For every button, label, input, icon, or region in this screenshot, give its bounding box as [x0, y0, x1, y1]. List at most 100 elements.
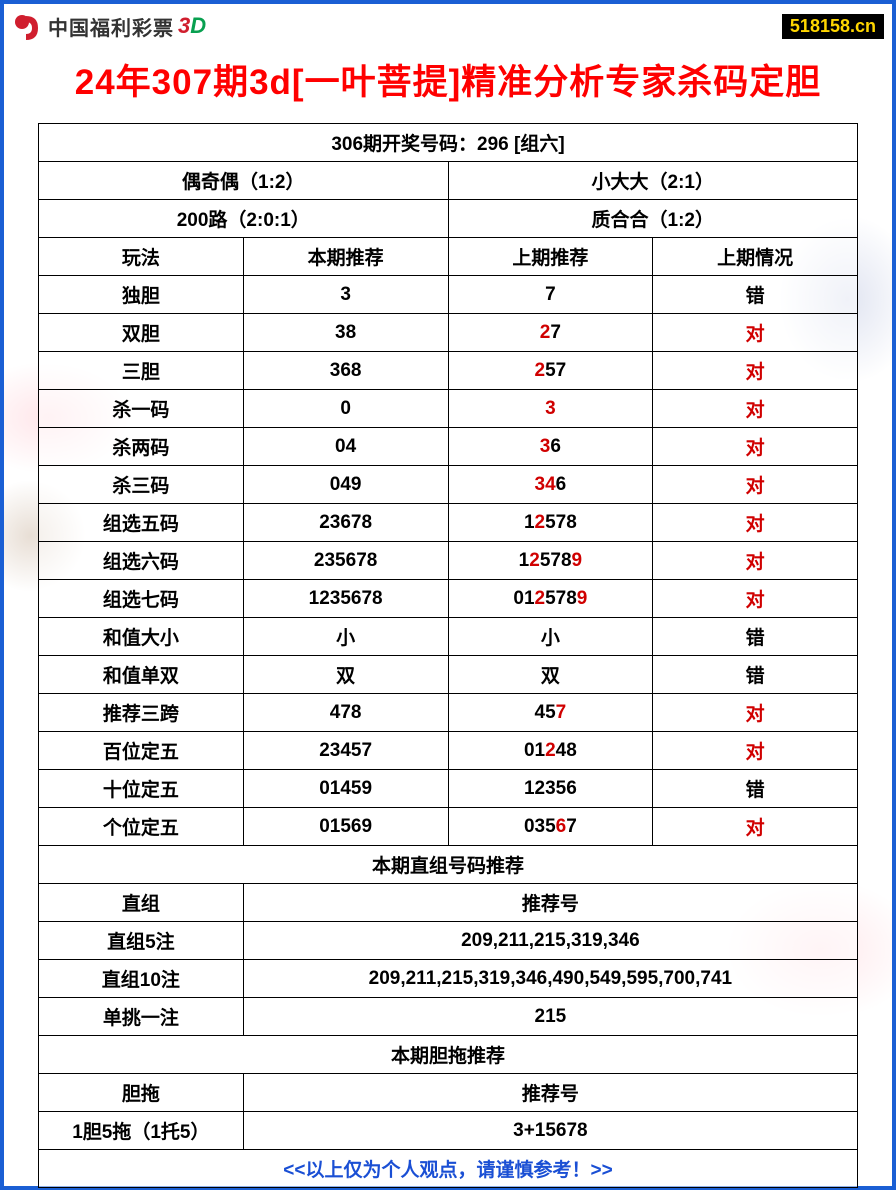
page-title: 24年307期3d[一叶菩提]精准分析专家杀码定胆: [4, 44, 892, 123]
footer-note: <<以上仅为个人观点，请谨慎参考！>>: [39, 1150, 858, 1188]
prev-result: 对: [653, 808, 858, 846]
summary-route: 200路（2:0:1）: [39, 200, 449, 238]
play-name: 推荐三跨: [39, 694, 244, 732]
current-pick: 01459: [243, 770, 448, 808]
table-row: 十位定五0145912356错: [39, 770, 858, 808]
prev-result: 对: [653, 504, 858, 542]
table-row: 三胆368257对: [39, 352, 858, 390]
prev-pick: 7: [448, 276, 653, 314]
play-name: 十位定五: [39, 770, 244, 808]
dantuo-name: 1胆5拖（1托5）: [39, 1112, 244, 1150]
table-row: 百位定五2345701248对: [39, 732, 858, 770]
lottery-logo-icon: [12, 10, 44, 42]
play-name: 双胆: [39, 314, 244, 352]
section3-col1: 胆拖: [39, 1074, 244, 1112]
play-name: 三胆: [39, 352, 244, 390]
table-row: 直组5注209,211,215,319,346: [39, 922, 858, 960]
prev-result: 对: [653, 352, 858, 390]
prev-result: 错: [653, 770, 858, 808]
draw-result-header: 306期开奖号码：296 [组六]: [39, 124, 858, 162]
prev-pick: 03567: [448, 808, 653, 846]
logo-group: 中国福利彩票 3D: [12, 10, 206, 42]
table-row: 直组10注209,211,215,319,346,490,549,595,700…: [39, 960, 858, 998]
summary-prime: 质合合（1:2）: [448, 200, 858, 238]
table-row: 1胆5拖（1托5）3+15678: [39, 1112, 858, 1150]
brand-3d-icon: 3D: [178, 13, 206, 39]
table-row: 单挑一注215: [39, 998, 858, 1036]
prev-pick: 双: [448, 656, 653, 694]
section3-col2: 推荐号: [243, 1074, 857, 1112]
col-header-play: 玩法: [39, 238, 244, 276]
prev-pick: 257: [448, 352, 653, 390]
section2-col1: 直组: [39, 884, 244, 922]
prev-result: 错: [653, 618, 858, 656]
prev-result: 对: [653, 390, 858, 428]
table-row: 推荐三跨478457对: [39, 694, 858, 732]
prev-result: 对: [653, 580, 858, 618]
analysis-table: 306期开奖号码：296 [组六] 偶奇偶（1:2） 小大大（2:1） 200路…: [38, 123, 858, 1188]
play-name: 个位定五: [39, 808, 244, 846]
play-name: 组选七码: [39, 580, 244, 618]
prev-pick: 12356: [448, 770, 653, 808]
combo-value: 209,211,215,319,346,490,549,595,700,741: [243, 960, 857, 998]
prev-result: 对: [653, 314, 858, 352]
prev-pick: 01248: [448, 732, 653, 770]
current-pick: 0: [243, 390, 448, 428]
site-badge: 518158.cn: [782, 14, 884, 39]
prev-pick: 3: [448, 390, 653, 428]
prev-result: 对: [653, 542, 858, 580]
current-pick: 01569: [243, 808, 448, 846]
prev-result: 对: [653, 732, 858, 770]
play-name: 和值大小: [39, 618, 244, 656]
prev-result: 对: [653, 694, 858, 732]
table-row: 个位定五0156903567对: [39, 808, 858, 846]
col-header-result: 上期情况: [653, 238, 858, 276]
play-name: 百位定五: [39, 732, 244, 770]
table-row: 组选六码235678125789对: [39, 542, 858, 580]
play-name: 组选五码: [39, 504, 244, 542]
current-pick: 23457: [243, 732, 448, 770]
prev-pick: 12578: [448, 504, 653, 542]
combo-value: 209,211,215,319,346: [243, 922, 857, 960]
play-name: 组选六码: [39, 542, 244, 580]
current-pick: 478: [243, 694, 448, 732]
prev-pick: 27: [448, 314, 653, 352]
summary-parity: 偶奇偶（1:2）: [39, 162, 449, 200]
table-row: 独胆37错: [39, 276, 858, 314]
combo-value: 215: [243, 998, 857, 1036]
current-pick: 38: [243, 314, 448, 352]
prev-pick: 小: [448, 618, 653, 656]
prev-result: 错: [653, 276, 858, 314]
current-pick: 双: [243, 656, 448, 694]
play-name: 独胆: [39, 276, 244, 314]
play-name: 杀两码: [39, 428, 244, 466]
play-name: 杀一码: [39, 390, 244, 428]
table-row: 组选五码2367812578对: [39, 504, 858, 542]
current-pick: 3: [243, 276, 448, 314]
section3-header: 本期胆拖推荐: [39, 1036, 858, 1074]
table-row: 杀三码049346对: [39, 466, 858, 504]
play-name: 杀三码: [39, 466, 244, 504]
prev-result: 对: [653, 428, 858, 466]
summary-size: 小大大（2:1）: [448, 162, 858, 200]
col-header-current: 本期推荐: [243, 238, 448, 276]
current-pick: 04: [243, 428, 448, 466]
col-header-prev: 上期推荐: [448, 238, 653, 276]
combo-name: 直组10注: [39, 960, 244, 998]
dantuo-value: 3+15678: [243, 1112, 857, 1150]
play-name: 和值单双: [39, 656, 244, 694]
table-row: 杀两码0436对: [39, 428, 858, 466]
prev-pick: 0125789: [448, 580, 653, 618]
header-bar: 中国福利彩票 3D 518158.cn: [4, 4, 892, 44]
table-row: 杀一码03对: [39, 390, 858, 428]
table-row: 组选七码12356780125789对: [39, 580, 858, 618]
table-row: 和值单双双双错: [39, 656, 858, 694]
section2-header: 本期直组号码推荐: [39, 846, 858, 884]
table-row: 和值大小小小错: [39, 618, 858, 656]
prev-pick: 125789: [448, 542, 653, 580]
table-row: 双胆3827对: [39, 314, 858, 352]
prev-result: 错: [653, 656, 858, 694]
prev-pick: 346: [448, 466, 653, 504]
current-pick: 23678: [243, 504, 448, 542]
current-pick: 小: [243, 618, 448, 656]
